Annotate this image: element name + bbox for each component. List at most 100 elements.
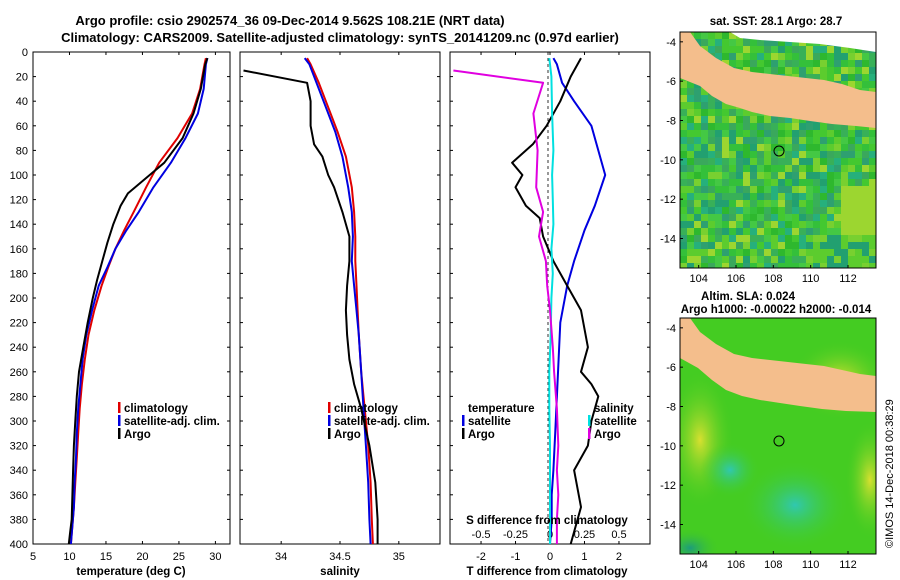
sst-cell — [778, 221, 785, 228]
x-tick-label: 15 — [100, 551, 112, 563]
sst-cell — [799, 207, 806, 214]
sst-cell — [820, 207, 827, 214]
x-tick-label: 5 — [30, 551, 36, 563]
sst-cell — [820, 53, 827, 60]
sst-cell — [841, 221, 848, 228]
sst-cell — [792, 165, 799, 172]
sst-cell — [708, 109, 715, 116]
legend-s-argo-swatch — [588, 428, 591, 439]
sst-cell — [687, 81, 694, 88]
lon-tick-label: 112 — [839, 273, 857, 285]
sst-cell — [771, 214, 778, 221]
sst-cell — [834, 123, 841, 130]
sst-cell — [750, 172, 757, 179]
sst-cell — [680, 81, 687, 88]
sst-cell — [764, 256, 771, 263]
sst-cell — [764, 144, 771, 151]
sst-cell — [813, 46, 820, 53]
sst-cell — [757, 228, 764, 235]
lon-tick-label: 104 — [689, 273, 707, 285]
sst-cell — [792, 228, 799, 235]
sst-cell — [722, 228, 729, 235]
sst-cell — [792, 137, 799, 144]
sst-cell — [771, 221, 778, 228]
sst-java-landmass — [680, 32, 876, 128]
sst-cell — [869, 130, 876, 137]
sst-cell — [792, 214, 799, 221]
sst-cell — [771, 186, 778, 193]
sst-cell — [799, 228, 806, 235]
sst-cell — [757, 207, 764, 214]
depth-tick-label: 300 — [10, 416, 28, 428]
sst-cell — [778, 179, 785, 186]
sst-cell — [694, 165, 701, 172]
sst-cell — [771, 242, 778, 249]
sst-cell — [680, 242, 687, 249]
sst-cell — [799, 165, 806, 172]
sal-legend-climatology-label: climatology — [334, 403, 399, 415]
sst-cell — [813, 151, 820, 158]
sst-cell — [743, 186, 750, 193]
x-tick-label: 30 — [209, 551, 221, 563]
sst-cell — [792, 172, 799, 179]
sst-cell — [694, 32, 701, 39]
sst-cell — [834, 263, 841, 268]
sst-cell — [792, 60, 799, 67]
sst-cell — [736, 158, 743, 165]
difference-depth-ticks — [450, 51, 650, 545]
sst-cell — [799, 221, 806, 228]
sst-cell — [736, 46, 743, 53]
depth-tick-label: 80 — [16, 145, 28, 157]
sst-cell — [799, 151, 806, 158]
sst-cell — [708, 130, 715, 137]
sst-cell — [813, 221, 820, 228]
sst-cell — [806, 179, 813, 186]
sst-cell — [848, 60, 855, 67]
sst-cell — [869, 88, 876, 95]
sst-cell — [820, 249, 827, 256]
sst-cell — [729, 242, 736, 249]
sst-cell — [764, 165, 771, 172]
legend-argo-label: Argo — [124, 429, 151, 441]
sst-cell — [764, 123, 771, 130]
sst-cell — [687, 172, 694, 179]
x-tick-label: 1 — [581, 551, 587, 563]
sst-cell — [701, 165, 708, 172]
sst-cell — [799, 249, 806, 256]
sst-cell — [729, 60, 736, 67]
sst-cell — [862, 67, 869, 74]
sst-cell — [834, 74, 841, 81]
sst-cell — [694, 172, 701, 179]
sst-cell — [806, 207, 813, 214]
sst-cell — [848, 263, 855, 268]
sst-cell — [778, 193, 785, 200]
depth-tick-label: 120 — [10, 195, 28, 207]
sst-cell — [841, 256, 848, 263]
sst-cell — [813, 207, 820, 214]
sst-cell — [820, 193, 827, 200]
sst-cell — [722, 151, 729, 158]
sst-cell — [827, 200, 834, 207]
sst-cell — [736, 228, 743, 235]
sst-cell — [827, 235, 834, 242]
difference-panel: -2 -1 0 1 2 -0.5 -0.25 0 0.25 0.5 S difference f… — [449, 51, 651, 578]
sst-cell — [694, 186, 701, 193]
sst-cell — [701, 116, 708, 123]
sst-cell — [694, 95, 701, 102]
sst-cell — [806, 200, 813, 207]
sst-cell — [736, 109, 743, 116]
sst-cell — [799, 256, 806, 263]
sst-cell — [757, 46, 764, 53]
sst-cell — [778, 53, 785, 60]
sst-cell — [701, 144, 708, 151]
sst-cell — [841, 263, 848, 268]
legend-satellite-swatch — [118, 415, 121, 426]
depth-tick-label: 160 — [10, 244, 28, 256]
sst-cell — [722, 53, 729, 60]
sst-cell — [869, 60, 876, 67]
sst-cell — [792, 186, 799, 193]
sst-cell — [820, 137, 827, 144]
sst-cell — [799, 60, 806, 67]
sst-cell — [715, 102, 722, 109]
sst-cell — [743, 242, 750, 249]
